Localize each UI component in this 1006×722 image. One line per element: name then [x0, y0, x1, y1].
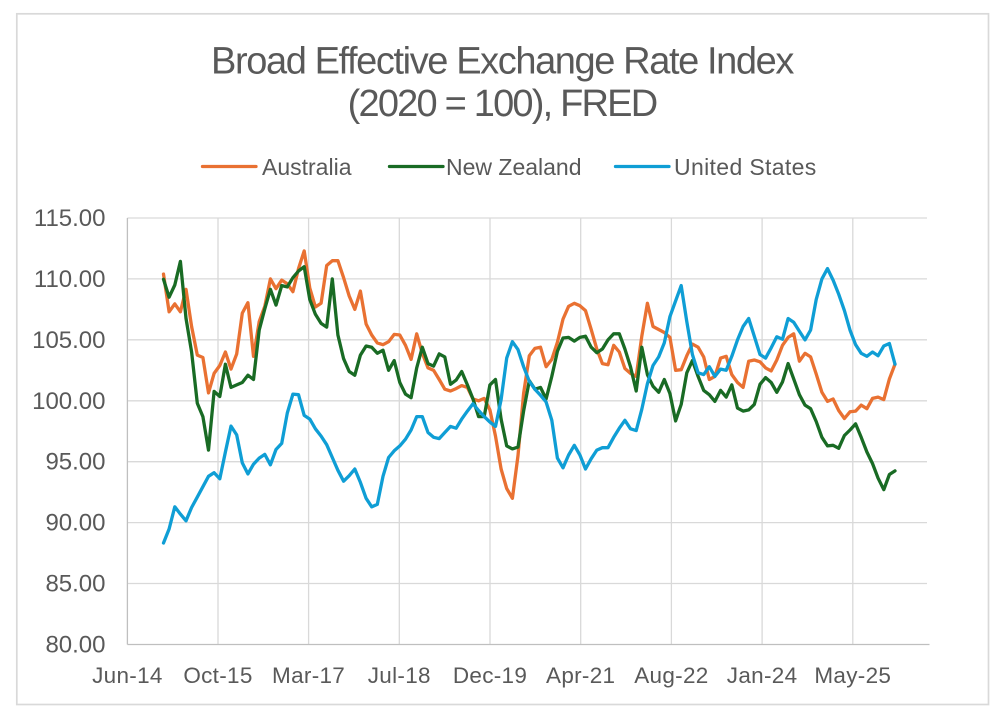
svg-text:Jan-24: Jan-24 [727, 663, 798, 688]
svg-text:105.00: 105.00 [32, 327, 105, 354]
svg-text:Dec-19: Dec-19 [453, 663, 527, 688]
svg-text:Broad Effective Exchange Rate: Broad Effective Exchange Rate Index [211, 41, 794, 83]
svg-text:Mar-17: Mar-17 [272, 663, 345, 688]
svg-text:85.00: 85.00 [45, 571, 105, 598]
svg-text:95.00: 95.00 [45, 449, 105, 476]
svg-text:May-25: May-25 [814, 663, 891, 688]
svg-text:New Zealand: New Zealand [446, 154, 582, 180]
svg-text:115.00: 115.00 [34, 205, 106, 232]
svg-text:Jul-18: Jul-18 [368, 663, 431, 688]
svg-text:Jun-14: Jun-14 [92, 663, 163, 688]
svg-text:80.00: 80.00 [45, 632, 105, 659]
svg-text:90.00: 90.00 [45, 510, 105, 537]
svg-text:Oct-15: Oct-15 [183, 663, 252, 688]
svg-text:United States: United States [674, 154, 817, 180]
svg-text:(2020 = 100), FRED: (2020 = 100), FRED [348, 83, 657, 125]
svg-text:Apr-21: Apr-21 [546, 663, 615, 688]
svg-text:Australia: Australia [262, 154, 352, 180]
svg-text:100.00: 100.00 [32, 388, 105, 415]
svg-text:110.00: 110.00 [34, 266, 106, 293]
svg-text:Aug-22: Aug-22 [634, 663, 708, 688]
